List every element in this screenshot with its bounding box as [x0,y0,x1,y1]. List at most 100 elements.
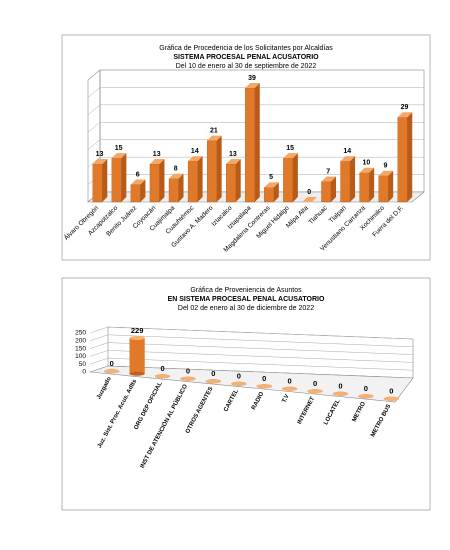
data-label: 6 [136,171,140,178]
bar [206,140,217,203]
bar-side [292,153,298,202]
bar-side [197,156,203,202]
floor [89,365,414,403]
chart-title: Gráfica de Procedencia de los Solicitant… [159,45,333,52]
grid-line [89,350,414,363]
bar [149,163,160,203]
bar [340,160,351,203]
grid-line [87,139,424,150]
grid-line [87,69,424,81]
data-label: 229 [131,326,144,335]
y-tick-label: 0 [82,369,86,376]
bar-top [340,156,356,162]
data-label: 0 [262,374,266,383]
chart-title: Gráfica de Proveniencia de Asuntos [190,287,302,294]
bar-top [321,176,336,182]
bar [187,160,198,203]
grid-line [87,156,424,168]
data-label: 0 [288,377,292,386]
bar-top [92,159,108,164]
bar-top [154,374,171,379]
bar [129,338,145,374]
bar-top [129,336,145,341]
grid-line [87,122,424,133]
data-label: 0 [364,384,368,393]
bar-side [140,179,146,202]
bar [245,87,255,203]
data-label: 14 [343,148,351,155]
bar-top [358,394,374,399]
data-label: 13 [229,151,237,158]
data-label: 14 [191,148,199,155]
bar-top [104,369,120,374]
y-tick-label: 150 [75,345,86,352]
data-label: 39 [248,75,256,82]
grid-line [89,357,414,371]
data-label: 13 [153,151,161,158]
bar-top [245,83,260,88]
bar-top [226,159,241,164]
bar-top [149,159,165,164]
bar-top [282,386,298,391]
bar-top [256,384,272,389]
bar-top [169,173,184,179]
bar-bottom [129,371,145,376]
bar-side [273,182,279,202]
bar-side [331,176,336,202]
y-tick-label: 50 [79,361,87,368]
bar-top [130,179,146,185]
bar [92,163,103,203]
y-tick-label: 100 [75,353,86,360]
chart-period: Del 02 de enero al 30 de diciembre de 20… [178,305,314,312]
bar-side [369,167,375,202]
bar [226,163,236,203]
bar-side [159,159,165,202]
bar-side [216,135,222,202]
data-label: 0 [307,189,311,196]
data-label: 13 [96,151,104,158]
bar-side [350,156,356,202]
bar-top [188,156,203,162]
data-label: 15 [286,145,294,152]
bar-side [388,170,394,202]
bar [283,158,294,203]
y-tick-label: 200 [75,338,86,345]
bar [111,158,122,203]
bar [168,178,179,203]
bar-side [407,112,413,202]
data-label: 0 [110,359,114,368]
chart-subtitle: EN SISTEMA PROCESAL PENAL ACUSATORIO [168,296,325,303]
bar-side [121,153,127,202]
bar-top [359,167,375,173]
bar [130,184,141,203]
bar-top [332,391,349,396]
bar [264,187,274,203]
data-label: 7 [326,168,330,175]
data-label: 5 [269,174,273,181]
bar-top [207,135,222,141]
data-label: 0 [186,367,190,376]
data-label: 21 [210,127,218,134]
bar-side [254,83,260,202]
data-label: 0 [160,364,164,373]
bar-top [180,376,196,381]
data-label: 0 [211,369,215,378]
bar-side [178,173,184,202]
bar-top [307,389,323,394]
y-tick-label: 250 [75,330,86,337]
data-label: 9 [383,163,387,170]
bar [397,117,408,203]
grid-line [87,87,424,98]
grid-line [87,104,424,116]
chart-subtitle: SISTEMA PROCESAL PENAL ACUSATORIO [173,54,319,61]
bar-top [111,153,127,159]
data-label: 29 [401,104,409,111]
bar-top [231,381,247,386]
data-label: 0 [338,382,342,391]
data-label: 0 [237,372,241,381]
bar [378,175,389,203]
data-label: 10 [362,160,370,167]
bar-top [397,112,413,118]
bar-side [102,159,108,202]
